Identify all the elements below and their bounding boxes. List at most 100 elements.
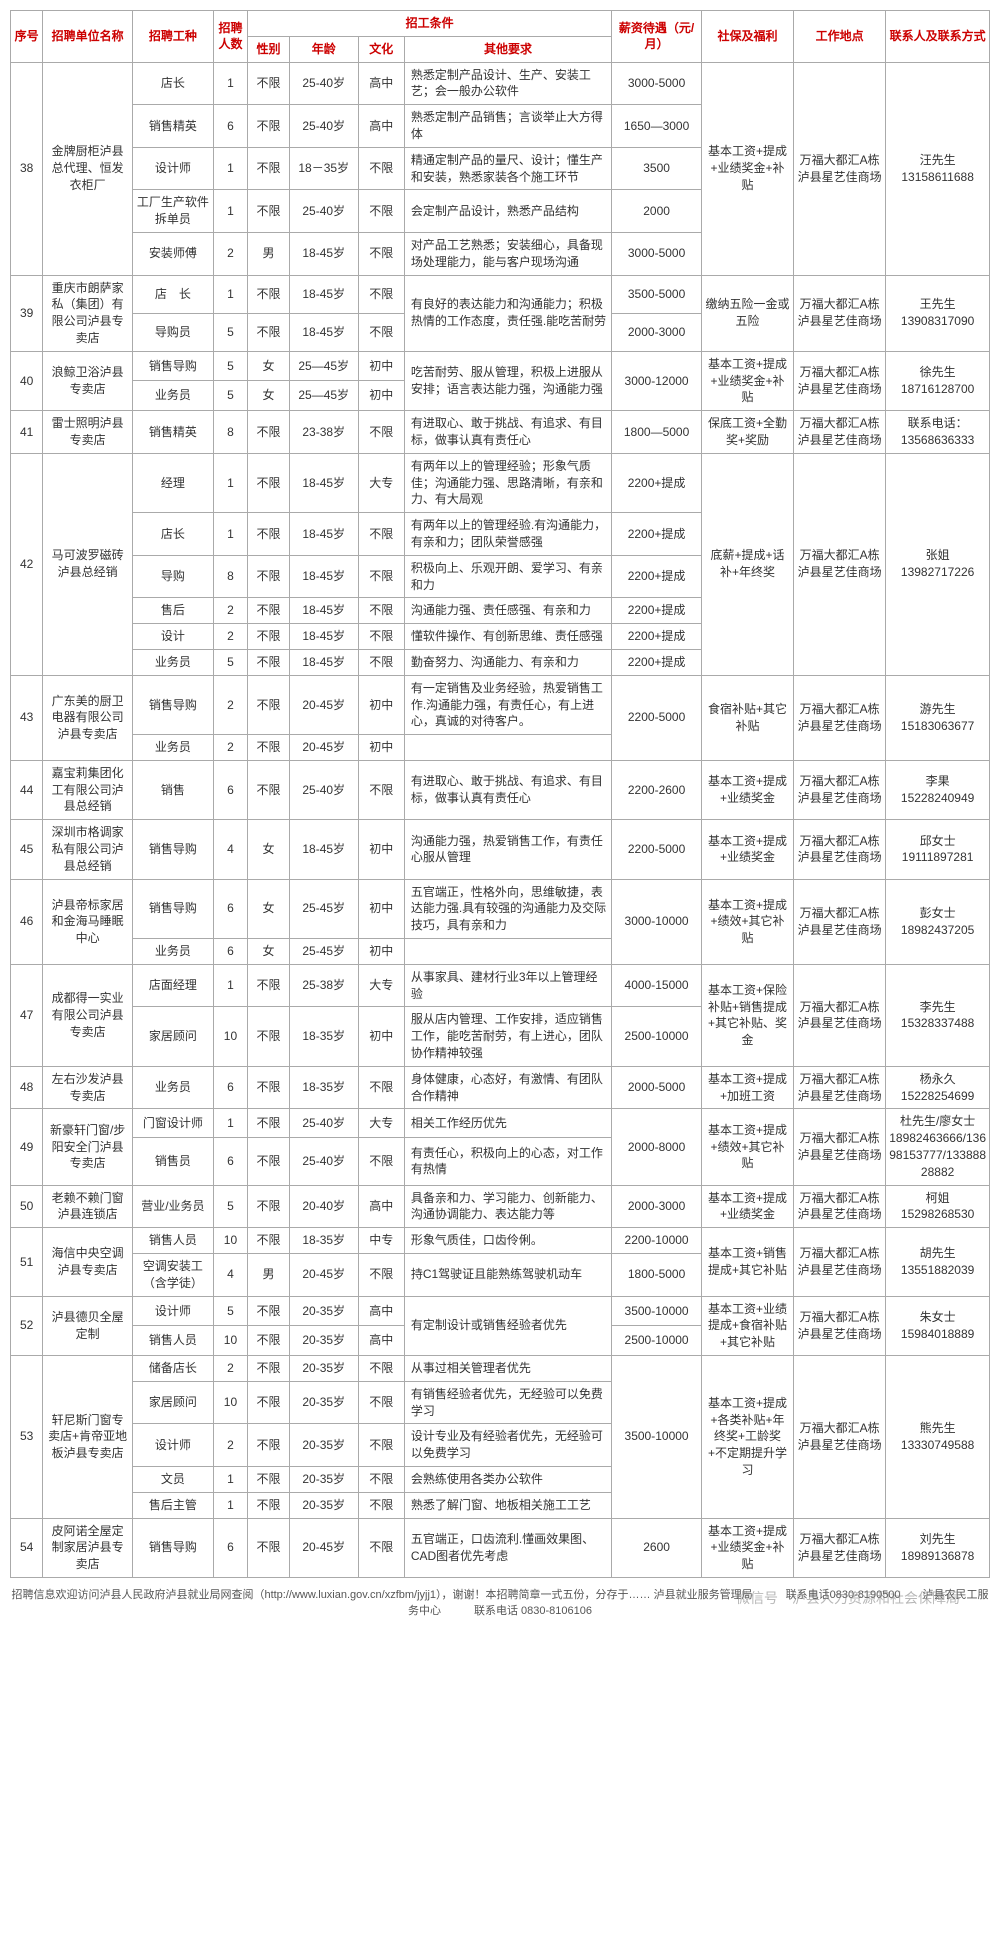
job-cell: 销售 — [133, 760, 214, 819]
job-cell: 店面经理 — [133, 964, 214, 1007]
contact-cell: 杜先生/廖女士 18982463666/13698153777/13388828… — [886, 1109, 990, 1185]
num-cell: 6 — [213, 105, 248, 148]
salary-cell: 2200-5000 — [612, 675, 702, 760]
job-cell: 空调安装工（含学徒） — [133, 1254, 214, 1297]
age-cell: 18-45岁 — [289, 275, 358, 313]
req-cell: 持C1驾驶证且能熟练驾驶机动车 — [404, 1254, 611, 1297]
edu-cell: 中专 — [358, 1228, 404, 1254]
sex-cell: 女 — [248, 879, 289, 938]
loc-cell: 万福大都汇A栋泸县星艺佳商场 — [794, 760, 886, 819]
benefit-cell: 保底工资+全勤奖+奖励 — [701, 411, 793, 454]
loc-cell: 万福大都汇A栋泸县星艺佳商场 — [794, 453, 886, 675]
req-cell: 从事过相关管理者优先 — [404, 1356, 611, 1382]
loc-cell: 万福大都汇A栋泸县星艺佳商场 — [794, 964, 886, 1066]
loc-cell: 万福大都汇A栋泸县星艺佳商场 — [794, 1109, 886, 1185]
benefit-cell: 基本工资+提成+业绩奖金 — [701, 760, 793, 819]
loc-cell: 万福大都汇A栋泸县星艺佳商场 — [794, 1518, 886, 1577]
salary-cell: 2500-10000 — [612, 1326, 702, 1356]
loc-cell: 万福大都汇A栋泸县星艺佳商场 — [794, 1228, 886, 1296]
salary-cell: 2200-10000 — [612, 1228, 702, 1254]
edu-cell: 高中 — [358, 1326, 404, 1356]
salary-cell: 2200+提成 — [612, 649, 702, 675]
loc-cell: 万福大都汇A栋泸县星艺佳商场 — [794, 879, 886, 964]
age-cell: 25-40岁 — [289, 1109, 358, 1138]
unit-cell: 成都得一实业有限公司泸县专卖店 — [43, 964, 133, 1066]
sex-cell: 不限 — [248, 1326, 289, 1356]
age-cell: 18-45岁 — [289, 453, 358, 512]
age-cell: 25-40岁 — [289, 62, 358, 105]
salary-cell: 3500-10000 — [612, 1296, 702, 1326]
unit-cell: 浪鲸卫浴泸县专卖店 — [43, 351, 133, 410]
h-age: 年龄 — [289, 36, 358, 62]
seq-cell: 51 — [11, 1228, 43, 1296]
unit-cell: 泸县帝标家居和金海马睡眠中心 — [43, 879, 133, 964]
req-cell: 有良好的表达能力和沟通能力；积极热情的工作态度，责任强.能吃苦耐劳 — [404, 275, 611, 351]
seq-cell: 45 — [11, 820, 43, 879]
benefit-cell: 基本工资+提成+业绩奖金 — [701, 820, 793, 879]
sex-cell: 不限 — [248, 675, 289, 734]
edu-cell: 不限 — [358, 1466, 404, 1492]
edu-cell: 不限 — [358, 1066, 404, 1109]
age-cell: 20-35岁 — [289, 1356, 358, 1382]
sex-cell: 不限 — [248, 1296, 289, 1326]
unit-cell: 新豪轩门窗/步阳安全门泸县专卖店 — [43, 1109, 133, 1185]
benefit-cell: 缴纳五险一金或五险 — [701, 275, 793, 351]
num-cell: 10 — [213, 1007, 248, 1066]
contact-cell: 徐先生 18716128700 — [886, 351, 990, 410]
salary-cell: 1650—3000 — [612, 105, 702, 148]
sex-cell: 女 — [248, 351, 289, 381]
loc-cell: 万福大都汇A栋泸县星艺佳商场 — [794, 62, 886, 275]
table-row: 51海信中央空调泸县专卖店销售人员10不限18-35岁中专形象气质佳，口齿伶俐。… — [11, 1228, 990, 1254]
unit-cell: 海信中央空调泸县专卖店 — [43, 1228, 133, 1296]
edu-cell: 不限 — [358, 1138, 404, 1185]
age-cell: 18-45岁 — [289, 513, 358, 556]
edu-cell: 不限 — [358, 513, 404, 556]
sex-cell: 女 — [248, 381, 289, 411]
edu-cell: 不限 — [358, 1356, 404, 1382]
num-cell: 1 — [213, 964, 248, 1007]
salary-cell: 3000-12000 — [612, 351, 702, 410]
age-cell: 20-35岁 — [289, 1466, 358, 1492]
req-cell: 沟通能力强，热爱销售工作，有责任心服从管理 — [404, 820, 611, 879]
job-cell: 销售导购 — [133, 675, 214, 734]
age-cell: 25-40岁 — [289, 105, 358, 148]
seq-cell: 41 — [11, 411, 43, 454]
edu-cell: 初中 — [358, 820, 404, 879]
sex-cell: 不限 — [248, 1518, 289, 1577]
h-cond: 招工条件 — [248, 11, 612, 37]
age-cell: 20-45岁 — [289, 1518, 358, 1577]
req-cell: 吃苦耐劳、服从管理，积极上进服从安排；语言表达能力强，沟通能力强 — [404, 351, 611, 410]
req-cell — [404, 939, 611, 965]
salary-cell: 2000-5000 — [612, 1066, 702, 1109]
job-cell: 营业/业务员 — [133, 1185, 214, 1228]
req-cell: 精通定制产品的量尺、设计；懂生产和安装，熟悉家装各个施工环节 — [404, 147, 611, 190]
age-cell: 18-45岁 — [289, 649, 358, 675]
table-row: 38金牌厨柜泸县总代理、恒发衣柜厂店长1不限25-40岁高中熟悉定制产品设计、生… — [11, 62, 990, 105]
req-cell: 有两年以上的管理经验；形象气质佳；沟通能力强、思路清晰，有亲和力、有大局观 — [404, 453, 611, 512]
sex-cell: 男 — [248, 1254, 289, 1297]
edu-cell: 大专 — [358, 1109, 404, 1138]
req-cell: 相关工作经历优先 — [404, 1109, 611, 1138]
req-cell: 五官端正，性格外向，思维敏捷，表达能力强.具有较强的沟通能力及交际技巧，具有亲和… — [404, 879, 611, 938]
num-cell: 1 — [213, 147, 248, 190]
job-cell: 销售人员 — [133, 1228, 214, 1254]
job-cell: 工厂生产软件拆单员 — [133, 190, 214, 233]
unit-cell: 泸县德贝全屋定制 — [43, 1296, 133, 1355]
seq-cell: 54 — [11, 1518, 43, 1577]
sex-cell: 不限 — [248, 105, 289, 148]
loc-cell: 万福大都汇A栋泸县星艺佳商场 — [794, 1356, 886, 1519]
salary-cell: 3000-5000 — [612, 232, 702, 275]
sex-cell: 不限 — [248, 1381, 289, 1424]
req-cell: 会定制产品设计，熟悉产品结构 — [404, 190, 611, 233]
req-cell: 熟悉了解门窗、地板相关施工工艺 — [404, 1492, 611, 1518]
unit-cell: 深圳市格调家私有限公司泸县总经销 — [43, 820, 133, 879]
salary-cell: 3000-5000 — [612, 62, 702, 105]
h-req: 其他要求 — [404, 36, 611, 62]
num-cell: 2 — [213, 1356, 248, 1382]
salary-cell: 3500-5000 — [612, 275, 702, 313]
salary-cell: 2200+提成 — [612, 555, 702, 598]
sex-cell: 不限 — [248, 624, 289, 650]
req-cell: 熟悉定制产品设计、生产、安装工艺；会一般办公软件 — [404, 62, 611, 105]
edu-cell: 不限 — [358, 760, 404, 819]
salary-cell: 3000-10000 — [612, 879, 702, 964]
